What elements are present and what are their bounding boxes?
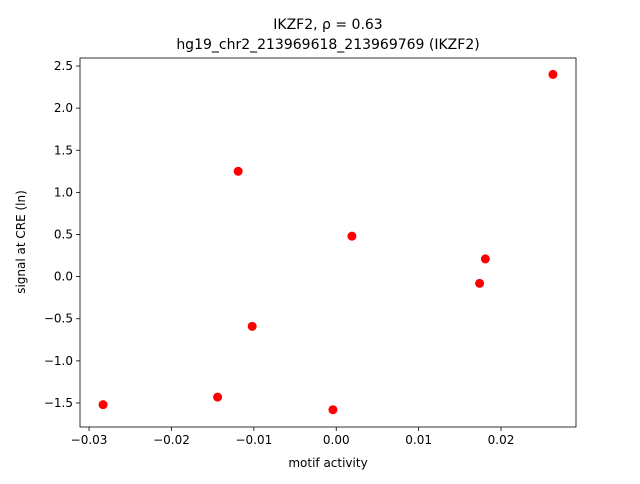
point bbox=[328, 405, 338, 415]
chart-title: IKZF2, ρ = 0.63 bbox=[273, 17, 382, 33]
x-tick-label: 0.01 bbox=[405, 433, 432, 447]
point bbox=[347, 231, 357, 241]
x-tick-label: −0.02 bbox=[153, 433, 190, 447]
y-axis-label: signal at CRE (ln) bbox=[14, 190, 28, 294]
point bbox=[480, 254, 490, 264]
y-tick-label: −0.5 bbox=[44, 312, 73, 326]
x-tick-label: −0.03 bbox=[71, 433, 108, 447]
y-tick-label: 1.0 bbox=[54, 185, 73, 199]
y-tick-label: 0.0 bbox=[54, 270, 73, 284]
y-tick-label: 2.0 bbox=[54, 101, 73, 115]
chart-subtitle: hg19_chr2_213969618_213969769 (IKZF2) bbox=[176, 37, 479, 53]
plot-frame bbox=[79, 57, 577, 428]
x-tick-label: 0.00 bbox=[323, 433, 350, 447]
y-tick-label: −1.5 bbox=[44, 396, 73, 410]
point bbox=[548, 69, 558, 79]
x-axis-label: motif activity bbox=[288, 456, 367, 470]
y-tick-label: 0.5 bbox=[54, 227, 73, 241]
point bbox=[213, 392, 223, 402]
x-tick-label: −0.01 bbox=[235, 433, 272, 447]
point bbox=[247, 321, 257, 331]
y-tick-label: 2.5 bbox=[54, 59, 73, 73]
point bbox=[98, 400, 108, 410]
x-tick-label: 0.02 bbox=[488, 433, 515, 447]
point bbox=[475, 278, 485, 288]
y-tick-label: 1.5 bbox=[54, 143, 73, 157]
point bbox=[233, 166, 243, 176]
y-tick-label: −1.0 bbox=[44, 354, 73, 368]
